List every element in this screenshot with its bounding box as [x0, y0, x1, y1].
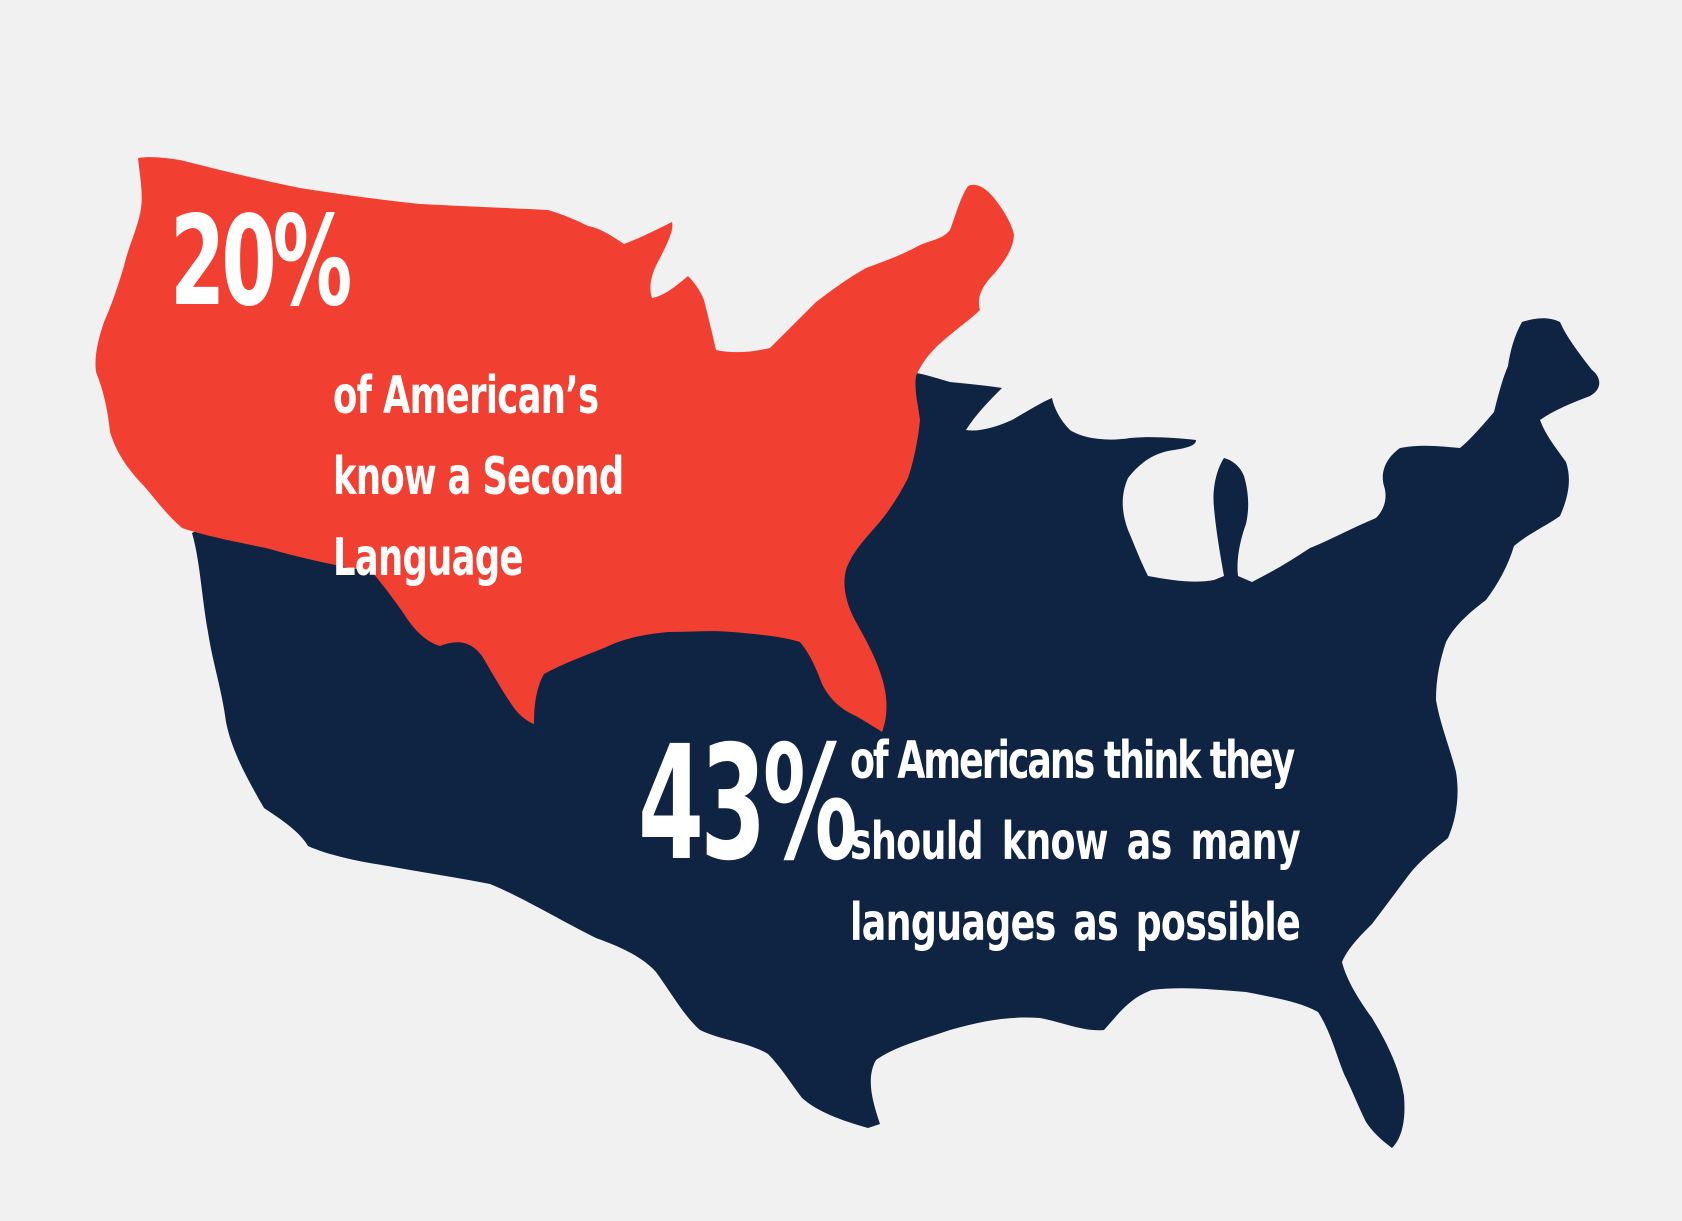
stat-caption-43-line-1: of Americans think they — [850, 731, 1295, 791]
stat-caption-20-line-3: Language — [333, 528, 523, 588]
stat-caption-20: of American’s know a Second Language — [333, 356, 624, 599]
stat-caption-43-line-3: languages as possible — [850, 893, 1301, 953]
stat-value-43: 43% — [638, 712, 858, 896]
stat-value-20: 20% — [170, 190, 352, 334]
stat-caption-43-line-2: should know as many — [850, 812, 1301, 872]
stat-caption-20-line-1: of American’s — [333, 366, 599, 426]
us-map-red — [95, 157, 1015, 732]
stat-caption-20-line-2: know a Second — [333, 447, 624, 507]
stat-caption-43: of Americans think they should know as m… — [850, 721, 1301, 964]
